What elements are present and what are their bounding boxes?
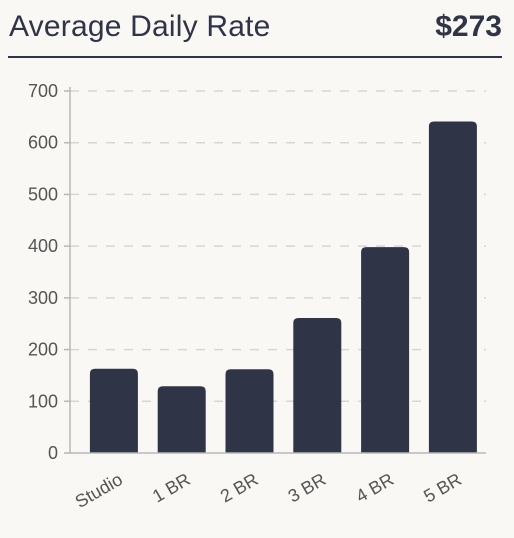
bar xyxy=(89,368,138,453)
y-tick-label: 600 xyxy=(28,133,58,153)
x-tick-label: 4 BR xyxy=(352,469,397,506)
bar xyxy=(225,369,274,453)
y-tick-label: 500 xyxy=(28,184,58,204)
y-tick-label: 300 xyxy=(28,288,58,308)
chart-title: Average Daily Rate xyxy=(9,10,271,43)
bar xyxy=(361,247,410,453)
bar xyxy=(293,318,342,453)
x-tick-label: 5 BR xyxy=(420,469,465,506)
y-tick-label: 100 xyxy=(28,391,58,411)
chart-header: Average Daily Rate $273 xyxy=(8,0,502,58)
x-tick-label: 1 BR xyxy=(149,469,194,506)
headline-value: $273 xyxy=(435,10,502,43)
y-tick-label: 400 xyxy=(28,236,58,256)
y-tick-label: 0 xyxy=(48,443,58,463)
bar xyxy=(428,121,477,454)
x-tick-label: 3 BR xyxy=(285,469,330,506)
y-tick-label: 700 xyxy=(28,81,58,101)
x-tick-label: 2 BR xyxy=(217,469,262,506)
x-tick-label: Studio xyxy=(72,469,126,512)
bar xyxy=(157,386,206,453)
y-tick-label: 200 xyxy=(28,340,58,360)
